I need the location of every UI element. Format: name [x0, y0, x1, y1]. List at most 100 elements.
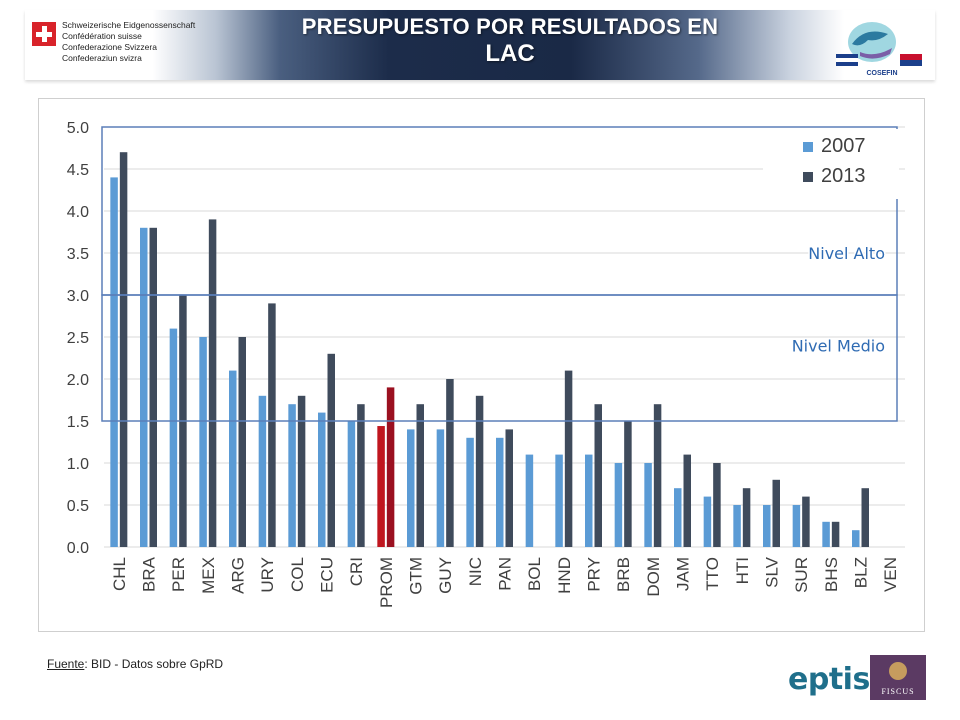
cosefin-logo-icon: COSEFIN — [836, 22, 922, 77]
bar-2007-dom — [644, 463, 652, 547]
x-tick-label: NIC — [466, 557, 485, 586]
bar-2013-guy — [446, 379, 454, 547]
page-title: PRESUPUESTO POR RESULTADOS EN LAC — [250, 14, 770, 68]
swiss-line: Schweizerische Eidgenossenschaft — [62, 20, 196, 30]
x-tick-label: SUR — [792, 557, 811, 593]
x-tick-label: PROM — [377, 557, 396, 608]
fiscus-logo-text: FISCUS — [881, 687, 915, 696]
bar-2007-blz — [852, 530, 860, 547]
bar-2013-pry — [594, 404, 602, 547]
bar-2007-sur — [792, 505, 801, 547]
bar-2013-jam — [683, 454, 691, 547]
bar-2013-brb — [624, 421, 632, 547]
bar-2013-dom — [653, 404, 662, 547]
bar-2007-jam — [674, 488, 682, 547]
bar-2013-chl — [119, 152, 128, 547]
bar-2013-bra — [149, 227, 157, 548]
source-note: Fuente: BID - Datos sobre GpRD — [47, 657, 223, 671]
x-tick-label: PER — [169, 557, 188, 592]
x-tick-label: DOM — [644, 557, 663, 597]
legend-label: 2007 — [821, 135, 866, 157]
bar-2013-bhs — [831, 521, 840, 547]
x-tick-label: CHL — [110, 557, 129, 591]
legend-swatch-2007 — [803, 142, 813, 152]
legend-label: 2013 — [821, 165, 866, 187]
swiss-line: Confederazione Svizzera — [62, 42, 157, 52]
bar-chart: 0.0 0.5 1.0 1.5 2.0 2.5 3.0 3.5 4.0 4.5 5.0 CHL BRA P… — [67, 120, 905, 608]
y-tick-label: 4.5 — [67, 162, 89, 179]
bar-2013-cri — [357, 404, 365, 547]
x-tick-label: GTM — [407, 557, 426, 595]
x-tick-label: CRI — [347, 557, 366, 586]
bar-2007-cri — [347, 421, 356, 547]
swiss-line: Confédération suisse — [62, 31, 142, 41]
bar-2007-mex — [199, 337, 207, 547]
chart-frame: 0.0 0.5 1.0 1.5 2.0 2.5 3.0 3.5 4.0 4.5 5.0 CHL BRA P… — [38, 98, 925, 632]
legend-box — [763, 129, 899, 199]
bar-2007-ecu — [318, 412, 326, 547]
title-line-2: LAC — [485, 40, 535, 67]
x-tick-label: GUY — [436, 557, 455, 594]
y-tick-label: 2.5 — [67, 330, 89, 347]
bar-2007-pry — [585, 454, 593, 547]
bar-2007-brb — [614, 463, 623, 547]
y-tick-label: 1.0 — [67, 456, 89, 473]
level-band-label: Nivel Alto — [808, 244, 885, 263]
swiss-line: Confederaziun svizra — [62, 53, 142, 63]
title-line-1: PRESUPUESTO POR RESULTADOS EN — [301, 14, 719, 39]
x-tick-label: COL — [288, 557, 307, 592]
level-band-medio — [101, 294, 898, 422]
bar-2007-arg — [229, 370, 237, 547]
y-tick-label: 0.0 — [67, 540, 89, 557]
bar-2013-ury — [268, 303, 276, 547]
swiss-confederation-text: Schweizerische Eidgenossenschaft Confédé… — [62, 20, 195, 64]
bar-2013-prom — [386, 387, 395, 547]
y-tick-label: 4.0 — [67, 204, 89, 221]
cosefin-logo-text: COSEFIN — [866, 70, 897, 77]
level-band-label: Nivel Medio — [792, 336, 885, 355]
bar-2007-nic — [466, 437, 474, 547]
x-tick-label: BRA — [140, 556, 159, 592]
bar-2007-per — [169, 328, 178, 547]
bar-2013-arg — [238, 337, 246, 547]
x-tick-label: JAM — [674, 557, 693, 591]
x-tick-label: TTO — [703, 557, 722, 591]
bar-2013-slv — [772, 479, 780, 547]
bar-2013-col — [297, 395, 306, 547]
bar-2007-pan — [496, 437, 504, 547]
x-tick-label: ARG — [229, 557, 248, 594]
x-tick-label: HND — [555, 557, 574, 594]
bar-2013-gtm — [416, 404, 424, 547]
bar-2013-sur — [802, 496, 810, 547]
y-tick-label: 5.0 — [67, 120, 89, 137]
bar-2013-ecu — [327, 353, 335, 547]
header-banner: Schweizerische Eidgenossenschaft Confédé… — [25, 10, 935, 80]
bar-2013-nic — [475, 395, 484, 547]
bar-2013-hnd — [564, 370, 573, 547]
x-tick-label: BOL — [525, 557, 544, 591]
x-tick-label: VEN — [881, 557, 900, 592]
x-tick-label: PRY — [585, 557, 604, 592]
bar-2007-prom — [377, 426, 385, 547]
bar-2007-bol — [525, 454, 534, 547]
y-tick-label: 3.0 — [67, 288, 89, 305]
fiscus-emblem-icon — [889, 662, 907, 680]
x-tick-label: BHS — [822, 557, 841, 592]
bar-2007-tto — [703, 496, 712, 547]
bar-2007-bhs — [822, 521, 830, 547]
bar-2007-bra — [140, 227, 148, 548]
y-tick-label: 0.5 — [67, 498, 89, 515]
bar-2007-hnd — [555, 454, 563, 547]
bar-2013-mex — [208, 219, 217, 547]
source-label: Fuente — [47, 657, 85, 671]
bar-2007-col — [288, 404, 296, 547]
x-tick-label: BLZ — [852, 557, 871, 588]
bar-2007-ury — [258, 395, 267, 547]
x-tick-label: PAN — [496, 557, 515, 591]
bar-2007-guy — [436, 429, 445, 547]
bar-2013-pan — [505, 429, 513, 547]
y-tick-label: 1.5 — [67, 414, 89, 431]
x-tick-label: BRB — [614, 557, 633, 592]
bar-2007-chl — [110, 177, 118, 547]
bar-2007-hti — [733, 505, 741, 547]
